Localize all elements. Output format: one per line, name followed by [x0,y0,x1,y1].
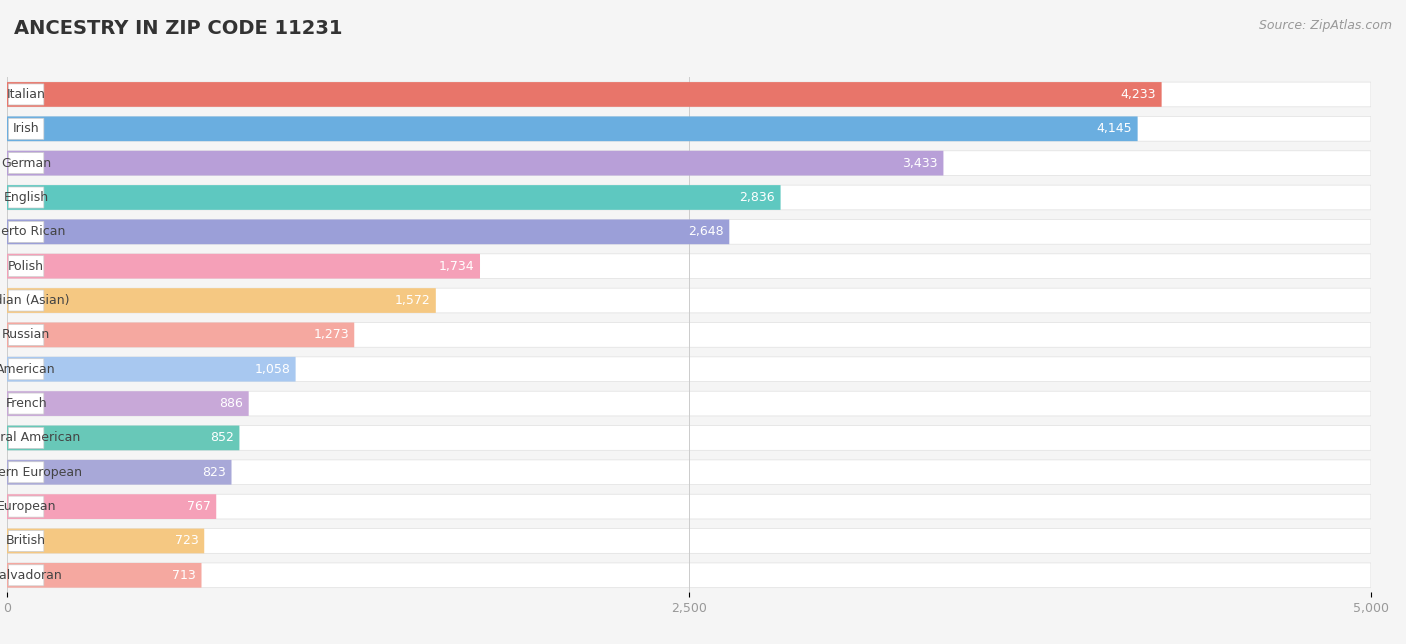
Text: 4,145: 4,145 [1097,122,1132,135]
Text: Polish: Polish [8,260,44,272]
FancyBboxPatch shape [7,220,1371,244]
FancyBboxPatch shape [7,391,249,416]
FancyBboxPatch shape [8,118,44,139]
FancyBboxPatch shape [7,426,1371,450]
Text: European: European [0,500,56,513]
Text: 2,648: 2,648 [688,225,724,238]
Text: Russian: Russian [1,328,51,341]
Text: ANCESTRY IN ZIP CODE 11231: ANCESTRY IN ZIP CODE 11231 [14,19,343,39]
Text: German: German [1,156,51,169]
Text: 2,836: 2,836 [740,191,775,204]
FancyBboxPatch shape [7,563,201,588]
FancyBboxPatch shape [8,256,44,277]
Text: 823: 823 [202,466,226,478]
FancyBboxPatch shape [7,82,1371,107]
FancyBboxPatch shape [8,496,44,517]
Text: Eastern European: Eastern European [0,466,82,478]
FancyBboxPatch shape [8,531,44,551]
FancyBboxPatch shape [8,462,44,483]
FancyBboxPatch shape [7,220,730,244]
Text: Italian: Italian [7,88,45,101]
FancyBboxPatch shape [8,393,44,414]
FancyBboxPatch shape [8,222,44,242]
Text: Indian (Asian): Indian (Asian) [0,294,69,307]
FancyBboxPatch shape [8,565,44,586]
Text: 886: 886 [219,397,243,410]
FancyBboxPatch shape [7,288,436,313]
Text: 713: 713 [173,569,195,582]
FancyBboxPatch shape [7,117,1137,141]
FancyBboxPatch shape [7,563,1371,588]
Text: British: British [6,535,46,547]
FancyBboxPatch shape [7,117,1371,141]
Text: Salvadoran: Salvadoran [0,569,62,582]
Text: 1,572: 1,572 [395,294,430,307]
FancyBboxPatch shape [7,529,1371,553]
FancyBboxPatch shape [7,426,239,450]
Text: French: French [6,397,46,410]
FancyBboxPatch shape [8,359,44,380]
FancyBboxPatch shape [7,151,943,176]
Text: 1,273: 1,273 [314,328,349,341]
Text: 1,058: 1,058 [254,363,290,375]
Text: 3,433: 3,433 [903,156,938,169]
Text: Puerto Rican: Puerto Rican [0,225,66,238]
Text: Irish: Irish [13,122,39,135]
FancyBboxPatch shape [8,290,44,311]
Text: 767: 767 [187,500,211,513]
FancyBboxPatch shape [7,151,1371,176]
FancyBboxPatch shape [8,84,44,105]
FancyBboxPatch shape [7,357,295,382]
FancyBboxPatch shape [7,460,232,485]
FancyBboxPatch shape [7,494,1371,519]
FancyBboxPatch shape [7,323,1371,347]
Text: 4,233: 4,233 [1121,88,1156,101]
Text: 1,734: 1,734 [439,260,475,272]
FancyBboxPatch shape [8,428,44,448]
Text: Central American: Central American [0,431,80,444]
FancyBboxPatch shape [7,529,204,553]
FancyBboxPatch shape [8,153,44,174]
FancyBboxPatch shape [8,325,44,345]
FancyBboxPatch shape [7,82,1161,107]
FancyBboxPatch shape [7,288,1371,313]
FancyBboxPatch shape [7,185,780,210]
FancyBboxPatch shape [8,187,44,208]
FancyBboxPatch shape [7,254,1371,279]
FancyBboxPatch shape [7,323,354,347]
Text: Source: ZipAtlas.com: Source: ZipAtlas.com [1258,19,1392,32]
FancyBboxPatch shape [7,460,1371,485]
FancyBboxPatch shape [7,357,1371,382]
FancyBboxPatch shape [7,254,479,279]
FancyBboxPatch shape [7,494,217,519]
Text: English: English [4,191,49,204]
Text: American: American [0,363,56,375]
Text: 723: 723 [174,535,198,547]
FancyBboxPatch shape [7,185,1371,210]
Text: 852: 852 [209,431,233,444]
FancyBboxPatch shape [7,391,1371,416]
